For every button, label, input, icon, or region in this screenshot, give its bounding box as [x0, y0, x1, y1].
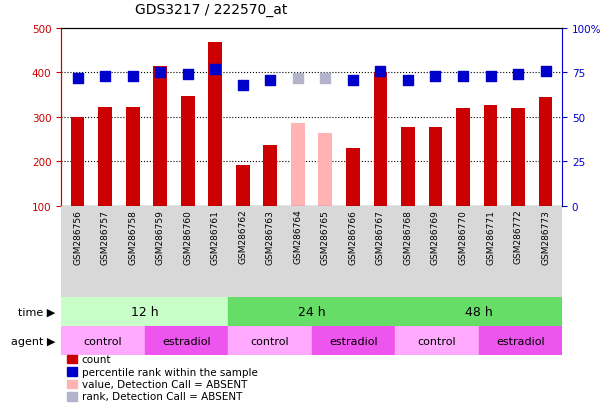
Text: GSM286757: GSM286757: [101, 209, 109, 264]
Bar: [318, 134, 332, 251]
Point: [458, 74, 468, 80]
Point: [403, 77, 413, 84]
Point: [100, 74, 110, 80]
Bar: [236, 165, 250, 251]
Text: GSM286760: GSM286760: [183, 209, 192, 264]
Text: rank, Detection Call = ABSENT: rank, Detection Call = ABSENT: [82, 392, 242, 401]
Text: 24 h: 24 h: [298, 305, 326, 318]
Text: control: control: [251, 336, 289, 346]
Point: [513, 72, 523, 78]
Text: GSM286763: GSM286763: [266, 209, 275, 264]
Point: [238, 83, 247, 89]
Bar: [181, 96, 195, 251]
Point: [128, 74, 137, 80]
Text: control: control: [417, 336, 456, 346]
Text: control: control: [84, 336, 122, 346]
Text: estradiol: estradiol: [162, 336, 211, 346]
Bar: [291, 123, 305, 251]
Bar: [208, 43, 222, 251]
Text: time ▶: time ▶: [18, 307, 55, 317]
Text: 48 h: 48 h: [465, 305, 492, 318]
Bar: [456, 109, 470, 251]
Text: GSM286769: GSM286769: [431, 209, 440, 264]
Text: GSM286767: GSM286767: [376, 209, 385, 264]
Point: [376, 68, 386, 75]
Text: estradiol: estradiol: [496, 336, 544, 346]
Text: 12 h: 12 h: [131, 305, 158, 318]
Point: [431, 74, 441, 80]
Point: [293, 75, 302, 82]
Point: [210, 66, 220, 73]
Text: GSM286756: GSM286756: [73, 209, 82, 264]
Bar: [263, 145, 277, 251]
Text: GSM286759: GSM286759: [156, 209, 165, 264]
Point: [73, 75, 82, 82]
Bar: [228, 297, 395, 326]
Text: GSM286762: GSM286762: [238, 209, 247, 264]
Text: GSM286771: GSM286771: [486, 209, 495, 264]
Bar: [346, 149, 360, 251]
Text: GSM286764: GSM286764: [293, 209, 302, 264]
Point: [348, 77, 358, 84]
Bar: [395, 297, 562, 326]
Bar: [539, 98, 552, 251]
Text: GSM286770: GSM286770: [458, 209, 467, 264]
Point: [183, 72, 192, 78]
Text: value, Detection Call = ABSENT: value, Detection Call = ABSENT: [82, 379, 247, 389]
Bar: [98, 107, 112, 251]
Point: [321, 75, 331, 82]
Text: GSM286766: GSM286766: [348, 209, 357, 264]
Bar: [373, 74, 387, 251]
Point: [265, 77, 275, 84]
Bar: [401, 128, 415, 251]
Bar: [61, 297, 228, 326]
Bar: [484, 106, 497, 251]
Point: [155, 70, 165, 77]
Bar: [71, 118, 84, 251]
Text: percentile rank within the sample: percentile rank within the sample: [82, 367, 258, 377]
Bar: [228, 326, 312, 355]
Text: agent ▶: agent ▶: [10, 336, 55, 346]
Text: GSM286772: GSM286772: [514, 209, 522, 264]
Text: GSM286761: GSM286761: [211, 209, 220, 264]
Bar: [428, 128, 442, 251]
Bar: [126, 107, 139, 251]
Text: GDS3217 / 222570_at: GDS3217 / 222570_at: [135, 2, 288, 17]
Bar: [61, 326, 145, 355]
Text: GSM286758: GSM286758: [128, 209, 137, 264]
Text: GSM286765: GSM286765: [321, 209, 330, 264]
Point: [541, 68, 551, 75]
Text: GSM286773: GSM286773: [541, 209, 550, 264]
Point: [486, 74, 496, 80]
Text: estradiol: estradiol: [329, 336, 378, 346]
Bar: [478, 326, 562, 355]
Bar: [511, 109, 525, 251]
Text: GSM286768: GSM286768: [403, 209, 412, 264]
Bar: [312, 326, 395, 355]
Text: count: count: [82, 354, 111, 364]
Bar: [145, 326, 228, 355]
Bar: [153, 66, 167, 251]
Bar: [395, 326, 478, 355]
